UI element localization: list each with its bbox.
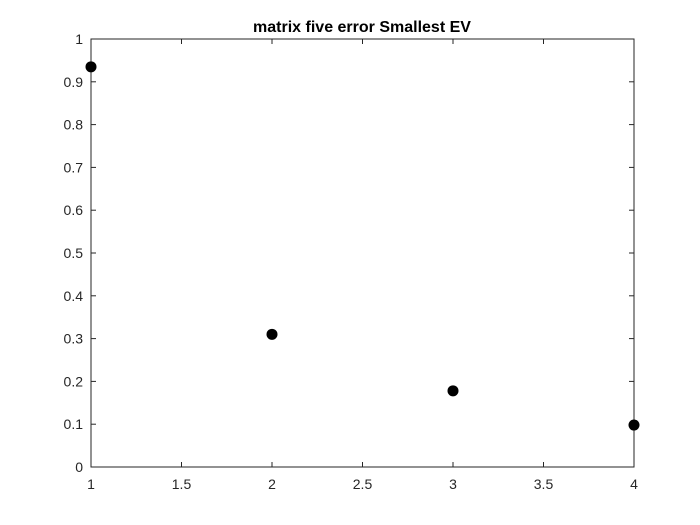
x-axis-tick-labels: 1 1.5 2 2.5 3 3.5 4 bbox=[87, 476, 638, 492]
y-tick-label: 0.3 bbox=[64, 331, 84, 347]
plot-area bbox=[90, 38, 635, 468]
x-tick-label: 3.5 bbox=[534, 476, 554, 492]
x-tick-label: 3 bbox=[449, 476, 457, 492]
x-tick-label: 1.5 bbox=[172, 476, 192, 492]
y-tick-label: 0 bbox=[75, 459, 83, 475]
y-tick-label: 0.2 bbox=[64, 373, 84, 389]
y-tick-label: 0.7 bbox=[64, 159, 84, 175]
data-point bbox=[85, 61, 97, 73]
y-axis-tick-labels: 0 0.1 0.2 0.3 0.4 0.5 0.6 0.7 0.8 0.9 1 bbox=[64, 31, 84, 475]
data-point bbox=[628, 419, 640, 431]
data-point bbox=[447, 385, 459, 397]
x-tick-label: 2 bbox=[268, 476, 276, 492]
chart-title: matrix five error Smallest EV bbox=[253, 19, 471, 36]
data-point bbox=[266, 328, 278, 340]
y-tick-label: 1 bbox=[75, 31, 83, 47]
y-tick-label: 0.6 bbox=[64, 202, 84, 218]
data-points bbox=[85, 61, 640, 431]
y-tick-label: 0.4 bbox=[64, 288, 84, 304]
x-tick-label: 4 bbox=[630, 476, 638, 492]
x-tick-label: 2.5 bbox=[353, 476, 373, 492]
x-tick-label: 1 bbox=[87, 476, 95, 492]
y-tick-label: 0.8 bbox=[64, 117, 84, 133]
y-tick-label: 0.1 bbox=[64, 416, 84, 432]
y-tick-label: 0.9 bbox=[64, 74, 84, 90]
y-tick-label: 0.5 bbox=[64, 245, 84, 261]
